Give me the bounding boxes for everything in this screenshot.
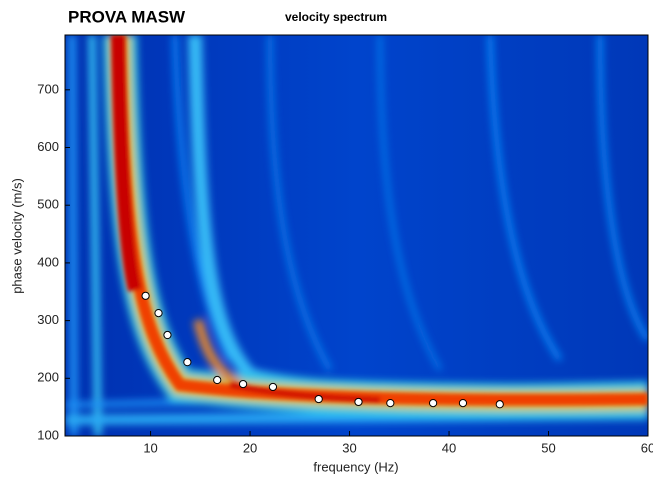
heatmap	[65, 35, 648, 436]
y-tick-label: 600	[37, 139, 59, 154]
x-tick-label: 30	[342, 440, 356, 455]
y-tick-label: 200	[37, 370, 59, 385]
picked-point	[495, 400, 504, 409]
y-axis-label: phase velocity (m/s)	[9, 178, 24, 294]
y-tick-label: 100	[37, 427, 59, 442]
y-tick-label: 500	[37, 197, 59, 212]
x-axis-label: frequency (Hz)	[313, 459, 398, 474]
picked-point	[154, 309, 163, 318]
chart-subtitle: velocity spectrum	[285, 10, 387, 24]
x-tick-label: 60	[641, 440, 653, 455]
picked-point	[183, 358, 192, 367]
picked-point	[163, 330, 172, 340]
picked-point	[141, 291, 150, 300]
picked-point	[238, 379, 248, 389]
chart-title: PROVA MASW	[68, 7, 186, 26]
y-tick-label: 300	[37, 312, 59, 327]
x-tick-label: 40	[442, 440, 456, 455]
picked-point	[458, 399, 468, 408]
x-tick-label: 50	[541, 440, 555, 455]
picked-point	[354, 397, 363, 407]
x-tick-label: 20	[243, 440, 257, 455]
picked-point	[314, 394, 323, 404]
picked-point	[429, 399, 438, 408]
y-tick-label: 400	[37, 254, 59, 269]
picked-point	[213, 375, 222, 385]
picked-point	[386, 399, 395, 408]
y-tick-label: 700	[37, 81, 59, 96]
x-tick-label: 10	[143, 440, 157, 455]
plot-frame	[64, 34, 649, 437]
picked-point	[268, 382, 278, 392]
